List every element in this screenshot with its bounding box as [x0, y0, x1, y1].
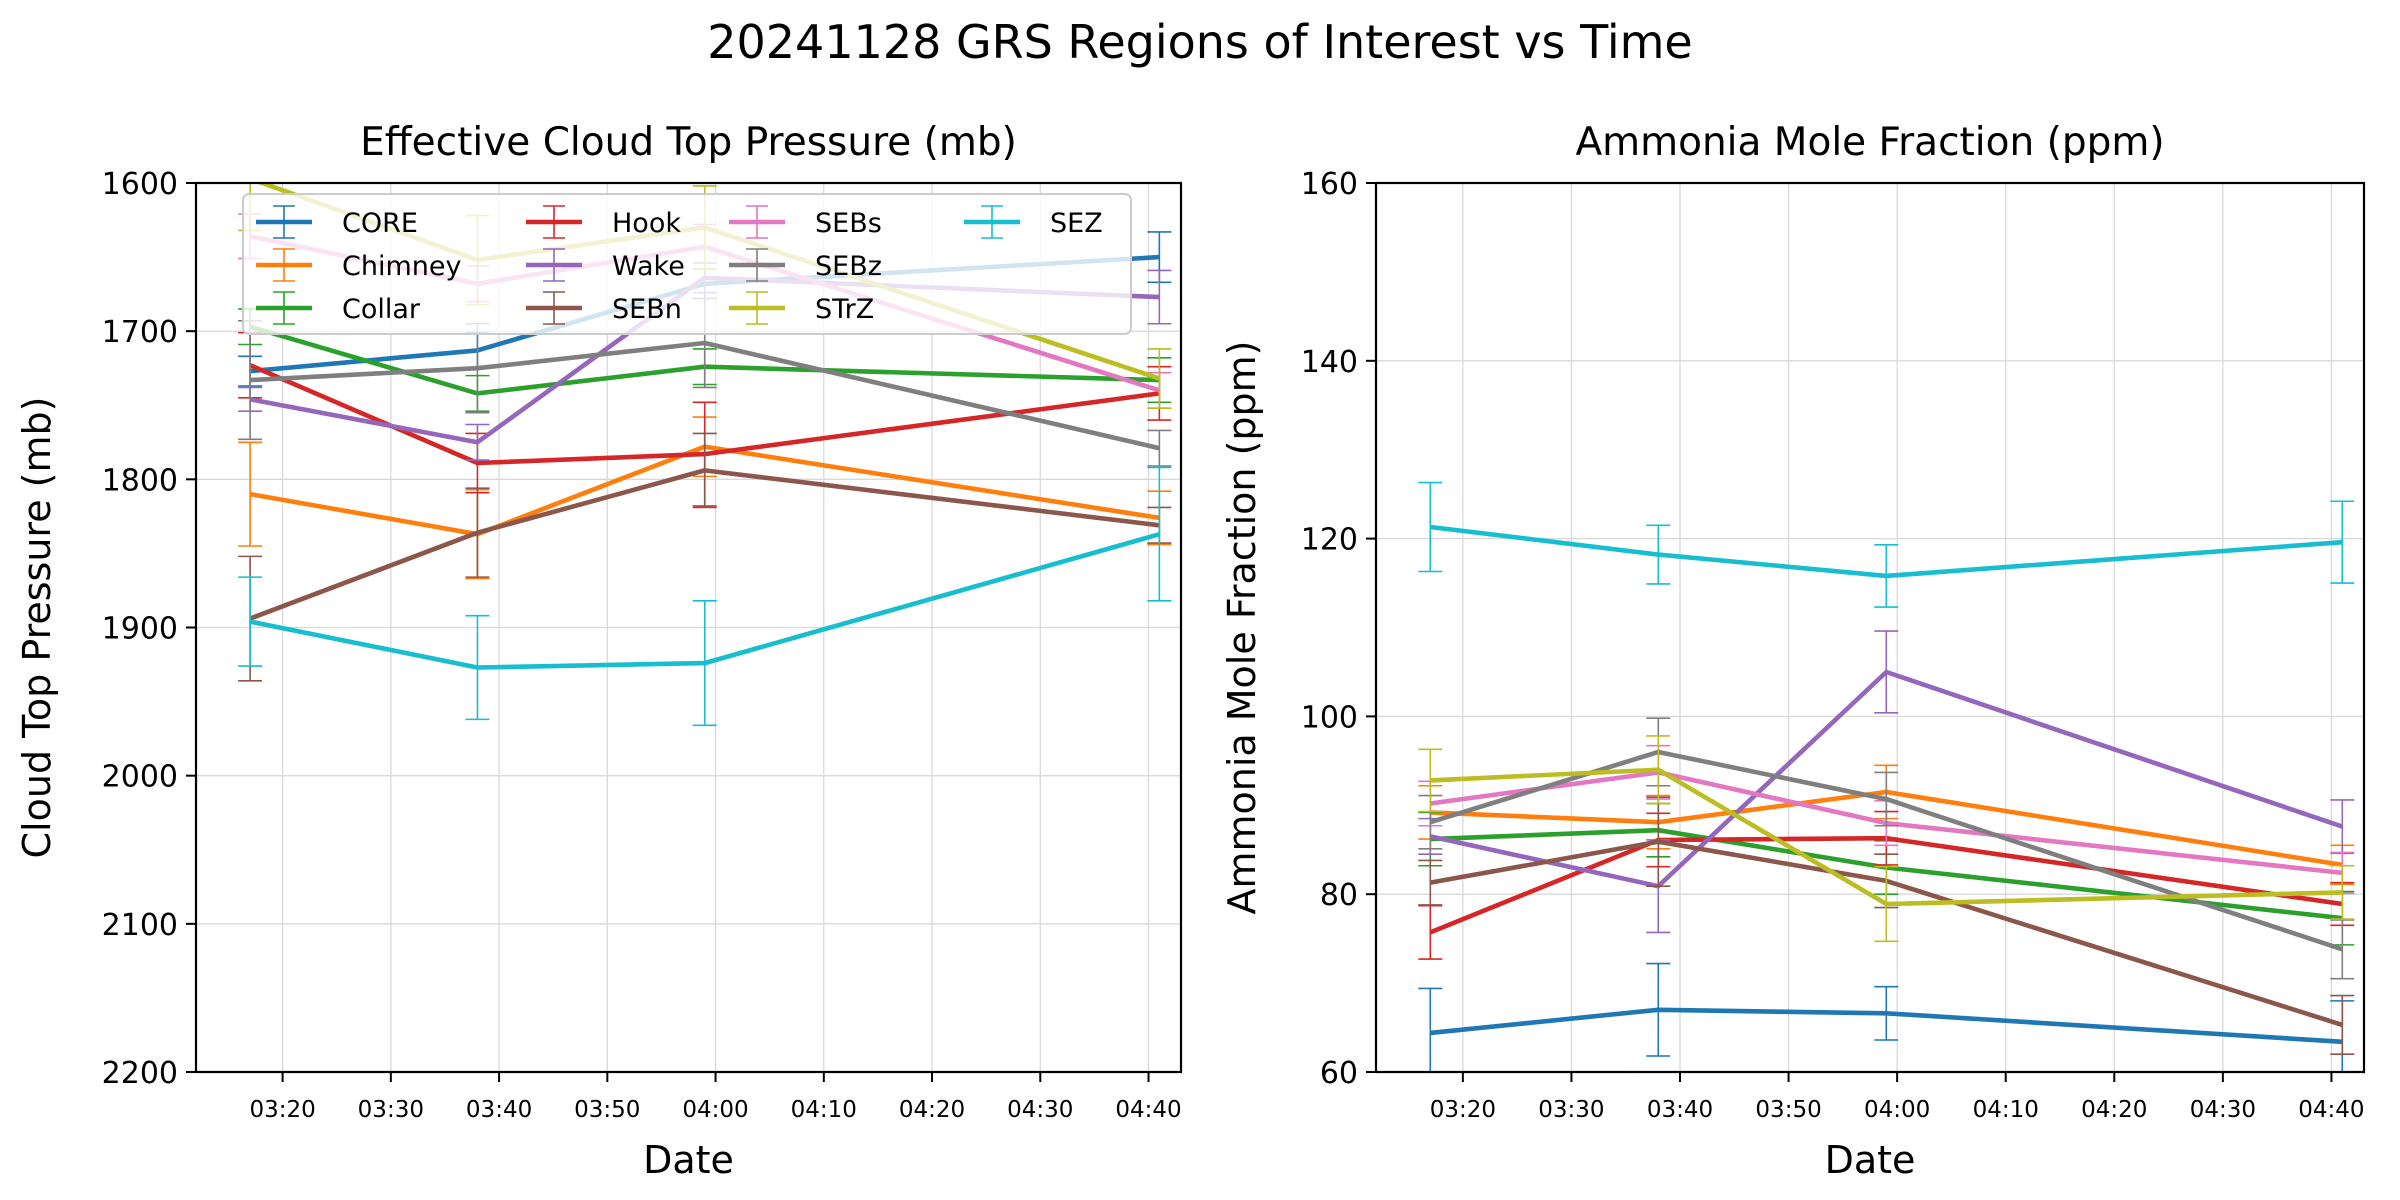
- x-tick-label: 03:20: [1430, 1097, 1496, 1123]
- x-tick-label: 03:40: [1647, 1097, 1713, 1123]
- y-axis-label: Cloud Top Pressure (mb): [15, 397, 59, 859]
- x-tick-label: 04:10: [791, 1097, 857, 1123]
- x-axis-label: Date: [1825, 1138, 1916, 1182]
- legend-label: Collar: [342, 294, 421, 325]
- x-tick-label: 04:30: [2190, 1097, 2256, 1123]
- y-tick-label: 80: [1320, 878, 1358, 913]
- x-tick-label: 04:00: [682, 1097, 748, 1123]
- legend-item-hook: Hook: [526, 205, 681, 239]
- plot-area: [1418, 481, 2355, 1072]
- y-tick-label: 120: [1301, 523, 1358, 558]
- legend-item-sebs: SEBs: [729, 205, 882, 239]
- legend-label: SEBs: [815, 208, 882, 239]
- x-tick-label: 04:00: [1864, 1097, 1930, 1123]
- legend: CORE Chimney Collar Hook Wake SEBn SEBs SEBz STr…: [242, 193, 1132, 335]
- figure-title: 20241128 GRS Regions of Interest vs Time: [707, 15, 1692, 69]
- x-axis-label: Date: [643, 1138, 734, 1182]
- series-line: [1429, 749, 2344, 952]
- legend-item-sez: SEZ: [964, 205, 1103, 239]
- x-tick-label: 03:40: [466, 1097, 532, 1123]
- legend-label: CORE: [342, 208, 418, 239]
- grid: [1376, 182, 2364, 1073]
- series-sez: [238, 466, 1172, 727]
- series-line: [1430, 789, 2343, 868]
- x-tick-label: 04:40: [2298, 1097, 2364, 1123]
- x-tick-label: 03:20: [249, 1097, 315, 1123]
- series-line: [249, 324, 1160, 396]
- chart-cloud-top-pressure: 03:20 03:30 03:40 03:50 04:00 04:10 04:20 04:30…: [15, 120, 1183, 1182]
- x-tick-label: 04:20: [2081, 1097, 2147, 1123]
- chart-title: Ammonia Mole Fraction (ppm): [1575, 120, 2164, 165]
- chart-ammonia-mole-fraction: 03:20 03:30 03:40 03:50 04:00 04:10 04:20 04:30…: [1220, 120, 2366, 1182]
- series-line: [249, 531, 1161, 670]
- y-axis-label: Ammonia Mole Fraction (ppm): [1220, 340, 1264, 914]
- legend-item-sebz: SEBz: [729, 248, 882, 282]
- x-tick-label: 04:30: [1007, 1097, 1073, 1123]
- series-line: [249, 444, 1160, 537]
- series-line: [1430, 524, 2343, 579]
- y-tick-label: 160: [1301, 167, 1358, 202]
- series-line: [1430, 1007, 2343, 1045]
- x-tick-label: 04:10: [1973, 1097, 2039, 1123]
- y-tick-label: 60: [1320, 1056, 1358, 1091]
- chart-title: Effective Cloud Top Pressure (mb): [360, 120, 1017, 165]
- legend-label: Chimney: [342, 251, 461, 282]
- series-line: [1430, 767, 2343, 907]
- x-tick-label: 03:50: [1755, 1097, 1821, 1123]
- series-core: [1418, 962, 2355, 1072]
- legend-item-chimney: Chimney: [256, 248, 461, 282]
- x-tick-label: 04:20: [899, 1097, 965, 1123]
- y-tick-label: 1700: [102, 315, 178, 350]
- series-line: [249, 363, 1160, 466]
- legend-label: SEBn: [612, 294, 682, 325]
- series-line: [1429, 839, 2343, 1028]
- legend-label: Hook: [612, 208, 681, 239]
- y-tick-label: 100: [1301, 700, 1358, 735]
- y-tick-label: 1600: [102, 167, 178, 202]
- x-tick-label: 03:30: [358, 1097, 424, 1123]
- axes-frame: [1374, 181, 2366, 1074]
- y-tick-label: 2000: [102, 760, 178, 795]
- series-line: [249, 468, 1160, 621]
- y-tick-label: 2200: [102, 1056, 178, 1091]
- legend-frame: [242, 193, 1132, 335]
- y-tick-label: 140: [1301, 345, 1358, 380]
- legend-label: SEZ: [1050, 208, 1103, 239]
- series-line: [1430, 827, 2343, 921]
- y-tick-label: 1900: [102, 612, 178, 647]
- x-tick-label: 04:40: [1115, 1097, 1181, 1123]
- legend-item-strz: STrZ: [729, 291, 874, 325]
- x-tick-label: 03:50: [574, 1097, 640, 1123]
- y-tick-label: 2100: [102, 908, 178, 943]
- legend-item-sebn: SEBn: [526, 291, 682, 325]
- series-strz: [1418, 735, 2355, 943]
- legend-label: SEBz: [815, 251, 882, 282]
- y-tick-label: 1800: [102, 463, 178, 498]
- legend-label: STrZ: [815, 294, 874, 325]
- legend-label: Wake: [612, 251, 685, 282]
- x-tick-label: 03:30: [1538, 1097, 1604, 1123]
- legend-item-core: CORE: [256, 205, 418, 239]
- legend-item-collar: Collar: [256, 291, 421, 325]
- series-sez: [1418, 481, 2355, 608]
- legend-item-wake: Wake: [526, 248, 685, 282]
- series-line: [249, 340, 1160, 451]
